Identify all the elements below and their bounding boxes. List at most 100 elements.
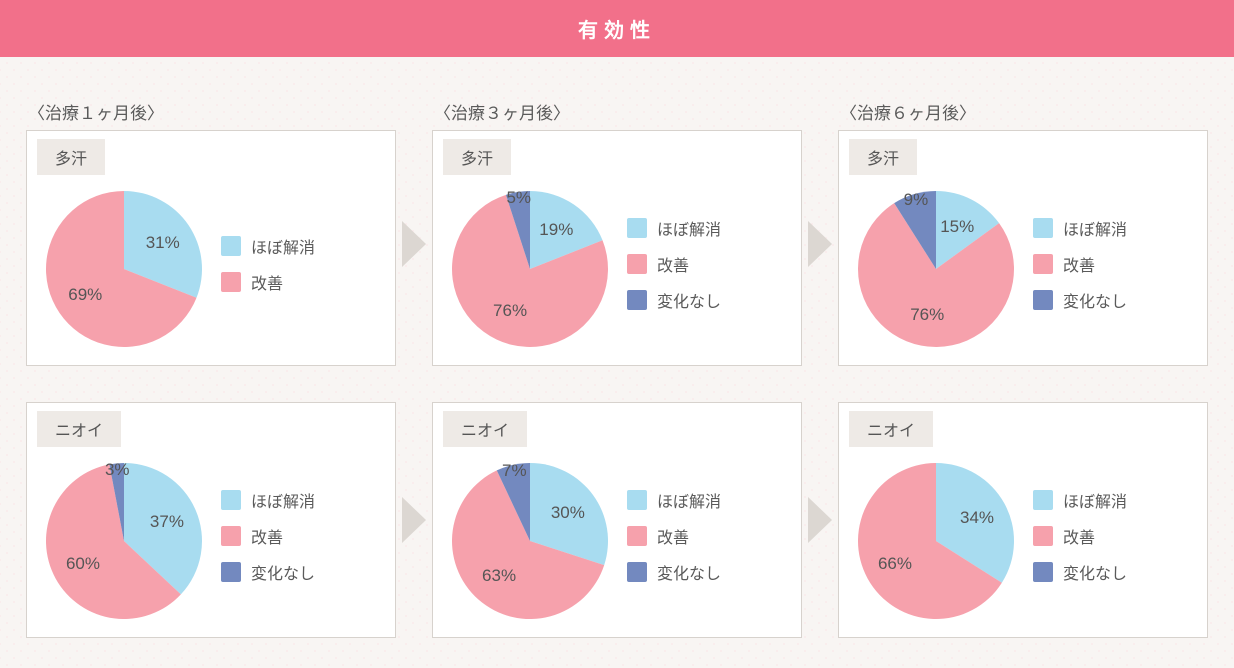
- legend-item-resolved: ほぼ解消: [627, 216, 721, 240]
- legend-swatch: [1033, 526, 1053, 546]
- pie-slice-label: 76%: [493, 301, 527, 321]
- legend-swatch: [627, 218, 647, 238]
- chart-card: ニオイ 34%66% ほぼ解消改善変化なし: [838, 402, 1208, 638]
- card-body: 31% 69% ほぼ解消改善: [39, 179, 383, 349]
- pie-chart: 15% 76% 9%: [851, 179, 1021, 349]
- legend-swatch: [627, 490, 647, 510]
- legend-swatch: [1033, 290, 1053, 310]
- chart-grid: 〈治療１ヶ月後〉 多汗 31%69% ほぼ解消改善 〈治療３ヶ月後〉 多汗 19…: [0, 57, 1234, 638]
- title-text: 有効性: [578, 20, 656, 42]
- pie-slice-label: 19%: [539, 220, 573, 240]
- pie-slice-label: 37%: [150, 512, 184, 532]
- legend: ほぼ解消改善変化なし: [627, 488, 721, 584]
- card-body: 15%76%9% ほぼ解消改善変化なし: [851, 179, 1195, 349]
- legend-item-improved: 改善: [221, 270, 315, 294]
- legend: ほぼ解消改善変化なし: [627, 216, 721, 312]
- pie-slice-label: 63%: [482, 566, 516, 586]
- legend-swatch: [1033, 562, 1053, 582]
- pie-slice-label: 9%: [904, 190, 929, 210]
- legend-swatch: [221, 490, 241, 510]
- legend-label: 改善: [657, 524, 689, 548]
- pie-chart: 37% 60% 3%: [39, 451, 209, 621]
- legend-item-resolved: ほぼ解消: [1033, 216, 1127, 240]
- legend-label: ほぼ解消: [1063, 216, 1127, 240]
- card-body: 19% 76% 5% ほぼ解消改善変化なし: [445, 179, 789, 349]
- legend-item-resolved: ほぼ解消: [221, 234, 315, 258]
- chart-card: 多汗 19% 76% 5% ほぼ解消改善変化なし: [432, 130, 802, 366]
- card-body: 37% 60% 3% ほぼ解消改善変化なし: [39, 451, 383, 621]
- legend-label: 変化なし: [657, 560, 721, 584]
- legend-swatch: [1033, 218, 1053, 238]
- legend-swatch: [221, 562, 241, 582]
- legend: ほぼ解消改善: [221, 234, 315, 294]
- legend-item-nochange: 変化なし: [627, 288, 721, 312]
- page-wrap: 有効性 〈治療１ヶ月後〉 多汗 31%69% ほぼ解消改善 〈治療３ヶ月後〉 多…: [0, 0, 1234, 668]
- legend-swatch: [627, 254, 647, 274]
- legend: ほぼ解消改善変化なし: [1033, 216, 1127, 312]
- title-bar: 有効性: [0, 0, 1234, 57]
- legend-label: 改善: [251, 270, 283, 294]
- legend-item-improved: 改善: [221, 524, 315, 548]
- legend-swatch: [221, 272, 241, 292]
- legend-item-resolved: ほぼ解消: [221, 488, 315, 512]
- pie-chart: 30% 63% 7%: [445, 451, 615, 621]
- legend-label: 変化なし: [657, 288, 721, 312]
- legend-item-improved: 改善: [627, 524, 721, 548]
- card-title: 多汗: [849, 139, 917, 175]
- pie-slice-label: 7%: [502, 461, 527, 481]
- card-body: 34%66% ほぼ解消改善変化なし: [851, 451, 1195, 621]
- legend-label: 変化なし: [251, 560, 315, 584]
- chart-card: ニオイ 30% 63% 7% ほぼ解消改善変化なし: [432, 402, 802, 638]
- card-title: ニオイ: [443, 411, 527, 447]
- arrow-icon: [400, 402, 428, 638]
- pie-slice-label: 76%: [910, 305, 944, 325]
- legend-item-nochange: 変化なし: [627, 560, 721, 584]
- legend-swatch: [1033, 490, 1053, 510]
- legend-swatch: [1033, 254, 1053, 274]
- pie-slice-label: 30%: [551, 503, 585, 523]
- chart-card: ニオイ 37% 60% 3% ほぼ解消改善変化なし: [26, 402, 396, 638]
- pie-chart: 31% 69%: [39, 179, 209, 349]
- cell-odor-6m: ニオイ 34%66% ほぼ解消改善変化なし: [838, 402, 1208, 638]
- legend-swatch: [627, 562, 647, 582]
- chart-card: 多汗 31% 69% ほぼ解消改善: [26, 130, 396, 366]
- card-title: 多汗: [443, 139, 511, 175]
- legend-item-nochange: 変化なし: [221, 560, 315, 584]
- card-title: ニオイ: [849, 411, 933, 447]
- legend-item-improved: 改善: [1033, 524, 1127, 548]
- legend-item-resolved: ほぼ解消: [1033, 488, 1127, 512]
- legend-label: 改善: [251, 524, 283, 548]
- pie-slice-label: 3%: [105, 460, 130, 480]
- legend: ほぼ解消改善変化なし: [1033, 488, 1127, 584]
- legend-label: ほぼ解消: [657, 488, 721, 512]
- cell-odor-1m: ニオイ 37% 60% 3% ほぼ解消改善変化なし: [26, 402, 396, 638]
- period-label: 〈治療３ヶ月後〉: [434, 99, 802, 124]
- arrow-icon: [806, 402, 834, 638]
- arrow-icon: [400, 99, 428, 366]
- legend-swatch: [221, 526, 241, 546]
- chart-card: 多汗 15%76%9% ほぼ解消改善変化なし: [838, 130, 1208, 366]
- legend-label: 改善: [1063, 252, 1095, 276]
- pie-slice-label: 60%: [66, 554, 100, 574]
- pie-slice-label: 15%: [940, 217, 974, 237]
- pie-chart: 19% 76% 5%: [445, 179, 615, 349]
- card-title: 多汗: [37, 139, 105, 175]
- legend-swatch: [627, 526, 647, 546]
- pie-slice-label: 5%: [506, 188, 531, 208]
- legend-item-improved: 改善: [1033, 252, 1127, 276]
- cell-odor-3m: ニオイ 30% 63% 7% ほぼ解消改善変化なし: [432, 402, 802, 638]
- card-title: ニオイ: [37, 411, 121, 447]
- pie-slice-label: 34%: [960, 508, 994, 528]
- pie-slice-label: 69%: [68, 285, 102, 305]
- legend-label: 変化なし: [1063, 560, 1127, 584]
- pie-slice-label: 31%: [146, 233, 180, 253]
- period-label: 〈治療１ヶ月後〉: [28, 99, 396, 124]
- legend-label: ほぼ解消: [657, 216, 721, 240]
- legend-item-resolved: ほぼ解消: [627, 488, 721, 512]
- cell-sweat-1m: 〈治療１ヶ月後〉 多汗 31% 69% ほぼ解消改善: [26, 99, 396, 366]
- legend-label: ほぼ解消: [1063, 488, 1127, 512]
- card-body: 30% 63% 7% ほぼ解消改善変化なし: [445, 451, 789, 621]
- legend-label: 改善: [1063, 524, 1095, 548]
- legend-label: ほぼ解消: [251, 488, 315, 512]
- cell-sweat-3m: 〈治療３ヶ月後〉 多汗 19% 76% 5% ほぼ解消改善変化なし: [432, 99, 802, 366]
